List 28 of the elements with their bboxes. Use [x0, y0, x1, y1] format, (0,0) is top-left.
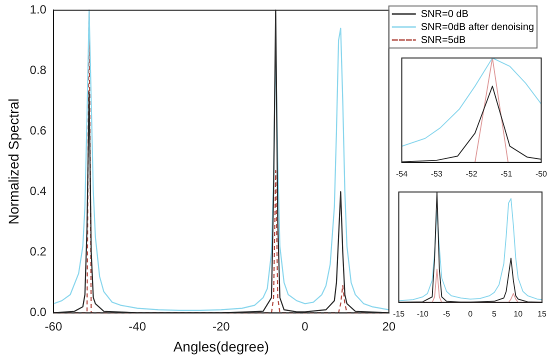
legend-label: SNR=0dB after denoising	[420, 22, 534, 33]
y-tick-label: 0.0	[30, 305, 47, 320]
y-tick-label: 0.8	[30, 63, 47, 78]
y-tick-label: 1.0	[30, 2, 47, 17]
x-tick-label: -5	[442, 309, 451, 318]
x-tick-label: -52	[466, 169, 478, 178]
y-tick-label: 0.4	[30, 184, 47, 198]
x-tick-label: 10	[514, 309, 524, 318]
x-tick-label: -54	[396, 169, 408, 178]
x-tick-label: -51	[500, 169, 513, 178]
x-tick-label: 5	[492, 309, 498, 318]
x-tick-label: -53	[430, 169, 443, 178]
x-tick-label: -50	[535, 169, 548, 178]
y-tick-label: 0.6	[30, 124, 47, 138]
x-tick-label: -40	[128, 319, 146, 334]
y-tick-label: 0.2	[30, 244, 47, 259]
x-tick-label: -10	[416, 309, 429, 318]
legend-label: SNR=5dB	[420, 34, 466, 46]
x-axis-title: Angles(degree)	[173, 338, 270, 354]
x-tick-label: -15	[393, 309, 406, 318]
x-tick-label: 15	[538, 309, 547, 318]
x-tick-label: 0	[468, 309, 474, 318]
x-tick-label: -60	[44, 319, 62, 334]
x-tick-label: 0	[302, 319, 309, 334]
legend-label: SNR=0 dB	[420, 8, 469, 20]
x-tick-label: -20	[212, 319, 230, 334]
x-tick-label: 20	[382, 319, 396, 334]
y-axis-title: Normalized Spectral	[5, 98, 22, 225]
